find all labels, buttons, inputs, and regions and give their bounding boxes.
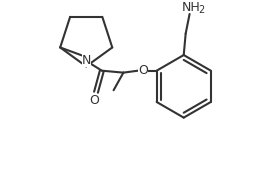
- Text: NH: NH: [181, 1, 200, 14]
- Text: N: N: [81, 54, 91, 67]
- Text: O: O: [137, 64, 147, 77]
- Text: 2: 2: [197, 5, 204, 15]
- Text: O: O: [89, 94, 99, 107]
